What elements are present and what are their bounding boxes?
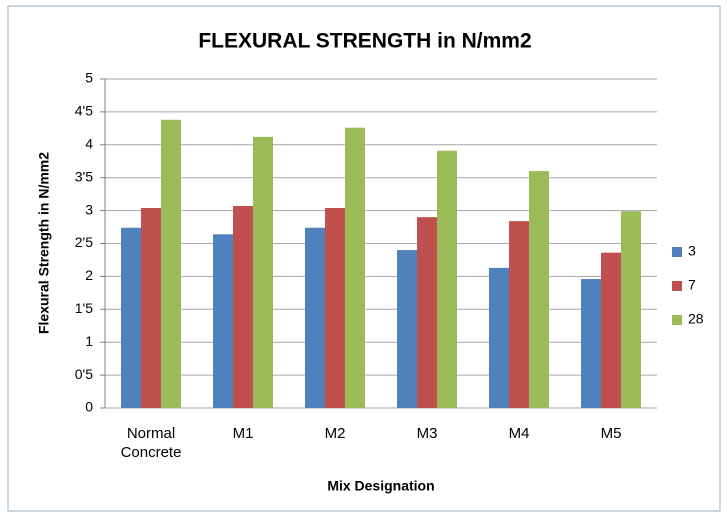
x-tick-label: M5 bbox=[600, 425, 622, 442]
y-tick-label: 4'5 bbox=[75, 103, 93, 119]
bar bbox=[161, 119, 181, 409]
y-tick-label: 4 bbox=[85, 136, 93, 152]
bar bbox=[437, 150, 457, 409]
legend-label: 3 bbox=[688, 243, 696, 259]
bar bbox=[233, 205, 253, 408]
bar bbox=[509, 221, 529, 408]
y-tick-label: 0 bbox=[85, 399, 93, 415]
y-tick-label: 1'5 bbox=[75, 300, 93, 316]
bar bbox=[417, 217, 437, 408]
x-axis-title: Mix Designation bbox=[327, 478, 434, 494]
x-tick-label: M4 bbox=[508, 425, 530, 442]
legend-label: 7 bbox=[688, 277, 696, 293]
x-tick-label: M2 bbox=[324, 425, 346, 442]
bar bbox=[529, 171, 549, 408]
legend-label: 28 bbox=[688, 311, 704, 327]
bar bbox=[581, 279, 601, 408]
y-tick-label: 1 bbox=[85, 333, 93, 349]
legend-swatch bbox=[672, 281, 682, 291]
y-axis-title: Flexural Strength in N/mm2 bbox=[36, 152, 52, 334]
legend-swatch bbox=[672, 247, 682, 257]
bar bbox=[621, 211, 641, 408]
bar bbox=[397, 250, 417, 408]
y-tick-label: 2 bbox=[85, 267, 93, 283]
bar bbox=[489, 267, 509, 408]
x-tick-label: M3 bbox=[416, 425, 438, 442]
bar bbox=[213, 234, 233, 408]
bar bbox=[305, 227, 325, 408]
bar bbox=[325, 207, 345, 408]
y-tick-label: 5 bbox=[85, 70, 93, 86]
chart-title: FLEXURAL STRENGTH in N/mm2 bbox=[198, 30, 531, 53]
bar bbox=[345, 127, 365, 408]
y-tick-label: 3'5 bbox=[75, 168, 93, 184]
x-tick-label: M1 bbox=[232, 425, 254, 442]
y-tick-label: 2'5 bbox=[75, 234, 93, 250]
legend-swatch bbox=[672, 315, 682, 325]
bar bbox=[601, 252, 621, 408]
y-tick-label: 0'5 bbox=[75, 366, 93, 382]
bar bbox=[141, 207, 161, 408]
bar bbox=[253, 136, 273, 409]
bar bbox=[121, 227, 141, 408]
y-tick-label: 3 bbox=[85, 201, 93, 217]
x-tick-label: Normal Concrete bbox=[120, 425, 182, 461]
